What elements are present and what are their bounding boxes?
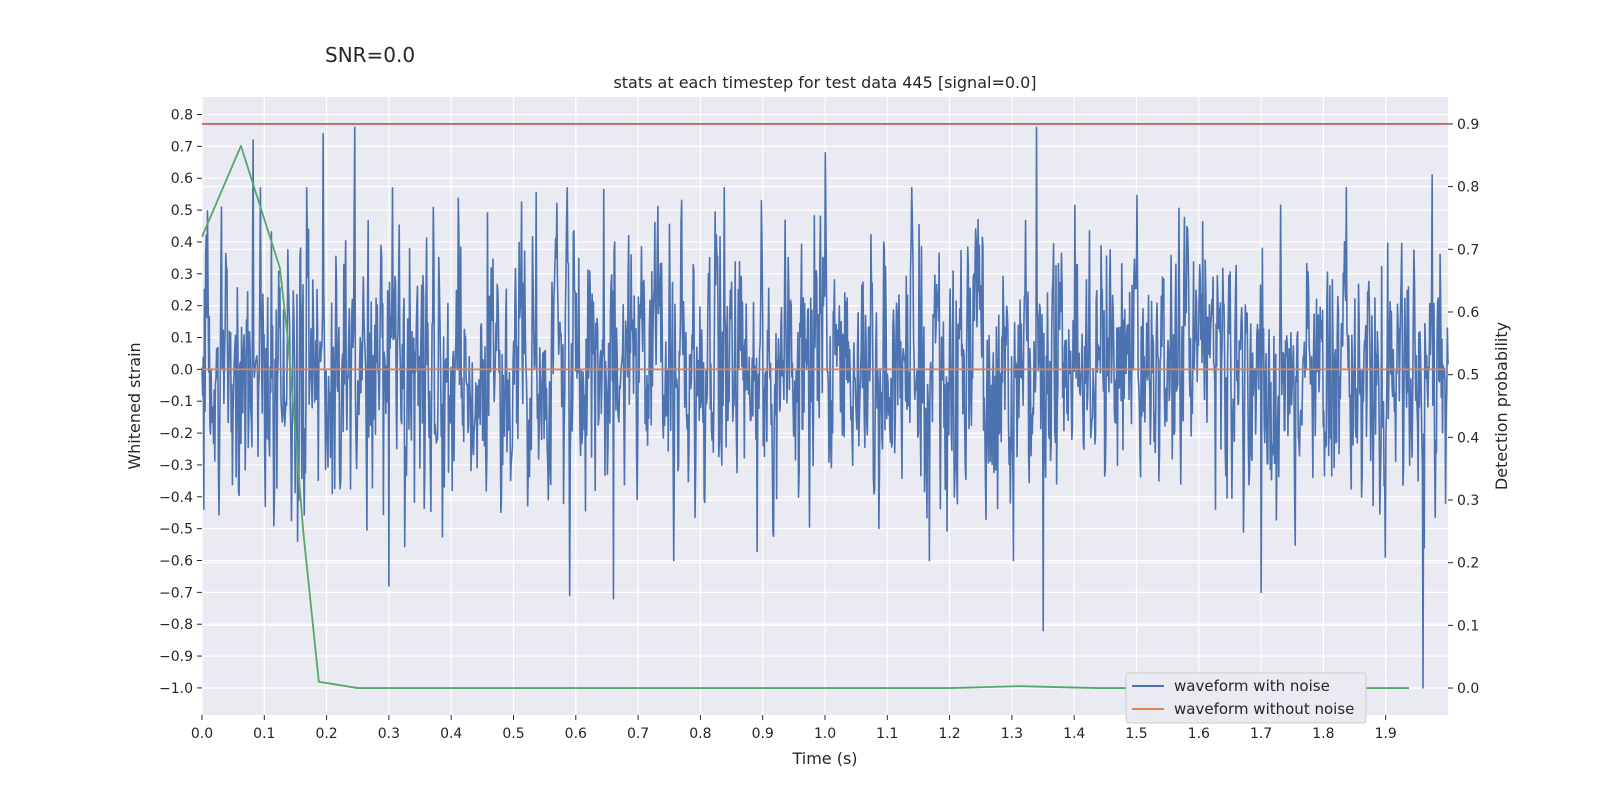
x-tick-label: 1.1: [876, 726, 898, 742]
y-tick-label: −0.1: [159, 394, 193, 410]
y-tick-label: 0.7: [171, 139, 193, 155]
x-tick-label: 1.6: [1188, 726, 1210, 742]
x-tick-label: 0.1: [253, 726, 275, 742]
y-tick-label: −0.3: [159, 458, 193, 474]
y2-tick-label: 0.0: [1457, 681, 1479, 697]
y-tick-label: −0.8: [159, 617, 193, 633]
y-axis-ticks: 0.8 0.7 0.6 0.5 0.4 0.3 0.2 0.1 0.0 −0.1 −0.2 −0.3 −…: [159, 108, 202, 697]
y-tick-label: −0.4: [159, 490, 193, 506]
y-tick-label: 0.6: [171, 171, 193, 187]
x-axis-ticks: 0.0 0.1 0.2 0.3 0.4 0.5 0.6 0.7 0.8 0.9 1.0 1.1 1.2 1…: [191, 715, 1397, 742]
y2-tick-label: 0.7: [1457, 242, 1479, 258]
y2-axis-ticks: 0.9 0.8 0.7 0.6 0.5 0.4 0.3 0.2 0.1 0.0: [1448, 117, 1479, 697]
y2-tick-label: 0.1: [1457, 618, 1479, 634]
y-tick-label: 0.0: [171, 362, 193, 378]
x-tick-label: 0.5: [502, 726, 524, 742]
y2-tick-label: 0.2: [1457, 556, 1479, 572]
y-tick-label: 0.3: [171, 267, 193, 283]
y-tick-label: −0.5: [159, 522, 193, 538]
x-tick-label: 0.7: [627, 726, 649, 742]
y-tick-label: −0.6: [159, 554, 193, 570]
x-tick-label: 0.6: [565, 726, 587, 742]
x-tick-label: 0.3: [378, 726, 400, 742]
y-tick-label: 0.4: [171, 235, 193, 251]
x-tick-label: 1.8: [1312, 726, 1334, 742]
legend-entry-clean: waveform without noise: [1174, 700, 1354, 718]
y2-tick-label: 0.4: [1457, 430, 1479, 446]
x-tick-label: 1.4: [1063, 726, 1085, 742]
y-tick-label: 0.2: [171, 299, 193, 315]
y2-axis-label: Detection probability: [1492, 322, 1511, 490]
y-tick-label: 0.8: [171, 108, 193, 124]
x-tick-label: 1.3: [1001, 726, 1023, 742]
legend: waveform with noise waveform without noi…: [1125, 672, 1367, 724]
legend-box: [1125, 672, 1367, 724]
y-tick-label: −1.0: [159, 681, 193, 697]
y-tick-label: −0.9: [159, 649, 193, 665]
x-tick-label: 1.0: [814, 726, 836, 742]
series-waveform-with-noise: [201, 126, 1449, 689]
x-tick-label: 0.4: [440, 726, 462, 742]
x-tick-label: 1.7: [1250, 726, 1272, 742]
x-tick-label: 1.2: [938, 726, 960, 742]
y-tick-label: 0.1: [171, 331, 193, 347]
x-tick-label: 0.2: [315, 726, 337, 742]
legend-entry-noise: waveform with noise: [1174, 677, 1330, 695]
y2-tick-label: 0.3: [1457, 493, 1479, 509]
y-tick-label: 0.5: [171, 203, 193, 219]
chart-title: stats at each timestep for test data 445…: [613, 73, 1036, 92]
x-tick-label: 0.9: [752, 726, 774, 742]
x-axis-label: Time (s): [791, 749, 857, 768]
y-axis-label: Whitened strain: [125, 342, 144, 469]
x-tick-label: 0.8: [689, 726, 711, 742]
x-tick-label: 1.5: [1125, 726, 1147, 742]
y-tick-label: −0.7: [159, 585, 193, 601]
y2-tick-label: 0.5: [1457, 368, 1479, 384]
y2-tick-label: 0.8: [1457, 180, 1479, 196]
x-tick-label: 0.0: [191, 726, 213, 742]
x-tick-label: 1.9: [1375, 726, 1397, 742]
y-tick-label: −0.2: [159, 426, 193, 442]
y2-tick-label: 0.6: [1457, 305, 1479, 321]
y2-tick-label: 0.9: [1457, 117, 1479, 133]
snr-label: SNR=0.0: [325, 43, 415, 67]
